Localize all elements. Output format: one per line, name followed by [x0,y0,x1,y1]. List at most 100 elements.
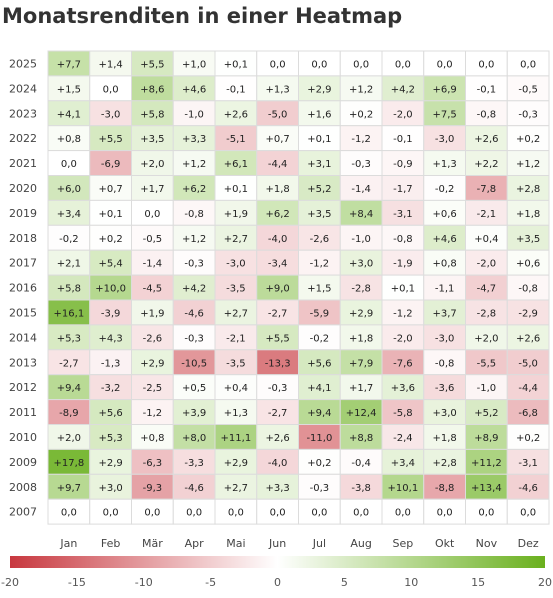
cell-value-label: -1,3 [101,358,121,369]
cell-value-label: -1,0 [477,383,497,394]
cell-value-label: -0,1 [477,84,497,95]
cell-value-label: +4,2 [391,84,415,95]
x-tick-label: Dez [518,537,539,550]
heatmap-cell [89,448,132,475]
heatmap-cell [89,274,132,301]
heatmap-cell [381,399,425,426]
heatmap-cell [214,424,258,450]
heatmap-cell [423,274,466,301]
colorbar-tick-label: -5 [205,576,216,589]
cell-value-label: +4,1 [57,109,81,120]
cell-value-label: 0,0 [311,508,327,519]
heatmap-cell [381,349,425,376]
cell-value-label: +1,7 [140,184,164,195]
heatmap-cell [465,249,508,276]
y-tick-label: 2007 [9,506,37,519]
cell-value-label: -1,4 [143,259,163,270]
cell-value-label: -2,6 [143,333,163,344]
cell-value-label: +13,4 [471,483,502,494]
heatmap-cell [506,199,550,226]
cell-value-label: +0,7 [98,184,122,195]
cell-value-label: -5,5 [477,358,497,369]
heatmap-cell [172,100,216,127]
heatmap-cell [47,150,91,177]
x-tick-label: Sep [393,537,414,550]
cell-value-label: +0,1 [224,184,248,195]
cell-value-label: -0,8 [477,109,497,120]
cell-value-label: +1,2 [516,159,540,170]
cell-value-label: -2,8 [477,308,497,319]
cell-value-label: +0,6 [432,209,456,220]
colorbar-tick-label: -20 [1,576,19,589]
heatmap-cell [214,150,258,177]
cell-value-label: 0,0 [186,508,202,519]
cell-value-label: +1,2 [182,159,206,170]
cell-value-label: +6,0 [57,184,81,195]
cell-value-label: +2,9 [98,458,122,469]
cell-value-label: -2,7 [268,308,288,319]
cell-value-label: -4,0 [268,234,288,245]
cell-value-label: -7,6 [393,358,413,369]
cell-value-label: +8,9 [474,433,498,444]
cell-value-label: +2,6 [474,134,498,145]
cell-value-label: +3,5 [307,209,331,220]
heatmap-cell [131,175,174,201]
heatmap-cell [214,349,258,376]
heatmap-cell [172,199,216,226]
cell-value-label: +16,1 [54,308,85,319]
heatmap-cell [506,224,550,251]
cell-value-label: -6,3 [143,458,163,469]
heatmap-cell [298,274,341,301]
cell-value-label: -3,1 [518,458,538,469]
heatmap-cell [256,75,299,102]
cell-value-label: -2,6 [310,234,330,245]
heatmap-cell [89,150,132,177]
cell-value-label: +2,0 [57,433,81,444]
heatmap-cell [214,50,258,77]
cell-value-label: +1,5 [57,84,81,95]
cell-value-label: +1,3 [265,84,289,95]
cell-value-label: 0,0 [228,508,244,519]
colorbar-tick-label: 0 [274,576,281,589]
cell-value-label: +4,6 [182,84,206,95]
heatmap-cell [298,498,341,525]
colorbar-tick-label: -15 [68,576,86,589]
cell-value-label: +0,2 [98,234,122,245]
cell-value-label: -3,9 [101,308,121,319]
cell-value-label: +2,2 [474,159,498,170]
heatmap-cell [506,399,550,426]
cell-value-label: +3,0 [98,483,122,494]
cell-value-label: -5,1 [226,134,246,145]
heatmap-cell [339,349,383,376]
cell-value-label: -0,4 [351,458,371,469]
heatmap-cell [423,249,466,276]
cell-value-label: 0,0 [270,59,286,70]
cell-value-label: +8,6 [140,84,164,95]
cell-value-label: +1,8 [516,209,540,220]
cell-value-label: -5,9 [310,308,330,319]
cell-value-label: +2,6 [224,109,248,120]
cell-value-label: -0,2 [59,234,79,245]
heatmap-cell [172,224,216,251]
heatmap-cell [256,473,299,500]
cell-value-label: +0,7 [265,134,289,145]
cell-value-label: +8,8 [349,433,373,444]
y-tick-label: 2013 [9,356,37,369]
cell-value-label: +0,2 [516,134,540,145]
heatmap-cell [47,498,91,525]
x-tick-label: Mai [226,537,245,550]
x-tick-label: Feb [101,537,120,550]
cell-value-label: -0,3 [518,109,538,120]
heatmap-cell [381,224,425,251]
cell-value-label: +1,8 [432,433,456,444]
cell-value-label: -0,8 [184,209,204,220]
cell-value-label: +3,9 [182,408,206,419]
heatmap-cell [298,424,341,450]
heatmap-cell [47,448,91,475]
heatmap-cell [381,299,425,326]
cell-value-label: -3,3 [184,458,204,469]
heatmap-cell [172,125,216,152]
heatmap-cell [131,498,174,525]
x-tick-label: Nov [476,537,498,550]
cell-value-label: +0,2 [307,458,331,469]
